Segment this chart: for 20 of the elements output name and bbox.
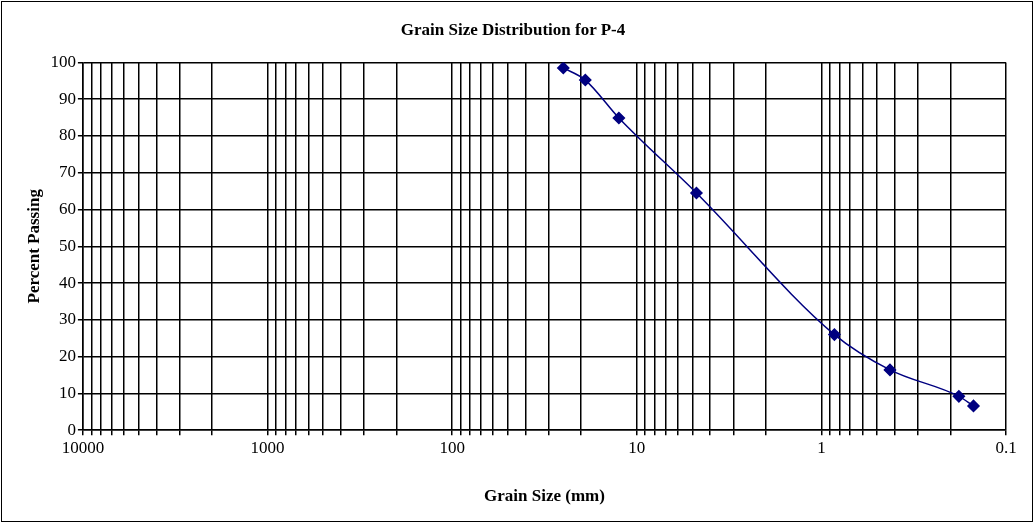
y-tick-label: 90 (58, 88, 76, 108)
y-axis-title: Percent Passing (23, 188, 43, 304)
y-tick-label: 0 (67, 419, 76, 439)
x-tick-label: 1 (817, 437, 826, 457)
x-tick-label: 1000 (250, 437, 285, 457)
x-tick-label: 100 (439, 437, 465, 457)
y-tick-label: 20 (58, 346, 76, 366)
y-tick-label: 100 (50, 51, 76, 71)
x-tick-label: 0.1 (995, 437, 1017, 457)
x-tick-label: 10000 (61, 437, 105, 457)
y-tick-label: 10 (58, 382, 76, 402)
y-tick-label: 70 (58, 162, 76, 182)
y-tick-label: 60 (58, 198, 76, 218)
chart-title: Grain Size Distribution for P-4 (400, 19, 626, 39)
y-tick-label: 30 (58, 309, 76, 329)
x-axis-title: Grain Size (mm) (484, 486, 605, 506)
y-tick-label: 80 (58, 125, 76, 145)
y-tick-label: 40 (58, 272, 76, 292)
y-tick-label: 50 (58, 235, 76, 255)
x-tick-label: 10 (628, 437, 646, 457)
